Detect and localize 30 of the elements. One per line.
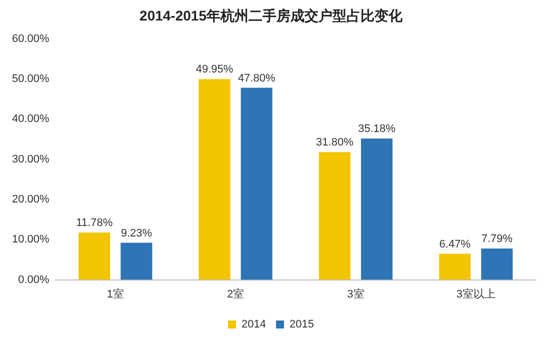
data-label: 49.95% — [196, 64, 234, 76]
legend-label: 2015 — [290, 318, 314, 331]
data-label: 7.79% — [481, 233, 513, 246]
bar — [240, 88, 272, 280]
bar — [481, 248, 513, 280]
data-label: 35.18% — [358, 123, 396, 136]
y-tick-label: 0.00% — [18, 274, 50, 286]
x-tick-label: 3室 — [347, 287, 364, 300]
bar — [198, 79, 230, 280]
data-label: 31.80% — [316, 136, 354, 149]
x-tick-label: 1室 — [106, 287, 124, 300]
bar — [318, 152, 350, 280]
chart-title: 2014-2015年杭州二手房成交户型占比变化 — [140, 7, 404, 24]
y-tick-label: 40.00% — [12, 113, 50, 126]
bar — [120, 242, 152, 280]
x-tick-label: 3室以上 — [456, 287, 496, 300]
legend-label: 2014 — [242, 318, 266, 331]
data-label: 6.47% — [439, 238, 471, 250]
y-tick-label: 50.00% — [12, 73, 50, 85]
data-label: 11.78% — [76, 217, 113, 230]
y-tick-label: 10.00% — [12, 234, 50, 246]
bar — [439, 254, 471, 280]
data-label: 9.23% — [120, 227, 152, 240]
y-tick-label: 20.00% — [12, 194, 50, 206]
data-label: 47.80% — [238, 72, 276, 84]
y-tick-label: 30.00% — [12, 153, 50, 166]
bar — [78, 232, 110, 280]
x-tick-label: 2室 — [227, 287, 244, 300]
bar — [361, 138, 393, 280]
y-tick-label: 60.00% — [12, 32, 50, 45]
